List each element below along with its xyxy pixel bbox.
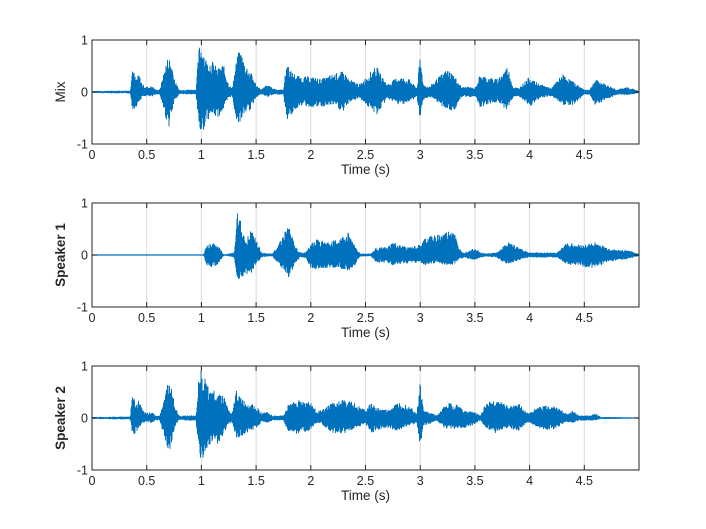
x-tick-label: 3 <box>417 311 424 325</box>
x-tick-label: 2.5 <box>357 148 374 162</box>
x-tick-label: 3.5 <box>466 311 483 325</box>
x-tick-label: 0 <box>89 474 96 488</box>
x-axis-label: Time (s) <box>341 488 390 503</box>
y-tick-label: 0 <box>81 249 88 263</box>
x-tick-label: 2 <box>307 148 314 162</box>
y-tick-label: -1 <box>77 138 88 152</box>
x-tick-label: 4 <box>526 474 533 488</box>
y-axis-label: Speaker 2 <box>53 386 68 450</box>
x-tick-label: 1.5 <box>247 474 264 488</box>
y-tick-label: -1 <box>77 464 88 478</box>
x-tick-label: 1.5 <box>247 148 264 162</box>
x-tick-label: 0 <box>89 148 96 162</box>
y-tick-label: 0 <box>81 86 88 100</box>
x-axis-label: Time (s) <box>341 325 390 340</box>
x-tick-label: 2.5 <box>357 474 374 488</box>
x-tick-label: 1 <box>198 474 205 488</box>
x-tick-label: 1 <box>198 148 205 162</box>
x-tick-label: 1 <box>198 311 205 325</box>
y-axis-label: Mix <box>53 81 68 102</box>
y-tick-label: 0 <box>81 412 88 426</box>
y-tick-label: 1 <box>81 197 88 211</box>
x-tick-label: 4.5 <box>576 311 593 325</box>
x-tick-label: 3.5 <box>466 474 483 488</box>
y-tick-label: 1 <box>81 34 88 48</box>
x-tick-label: 4.5 <box>576 148 593 162</box>
x-tick-label: 2.5 <box>357 311 374 325</box>
x-axis-label: Time (s) <box>341 162 390 177</box>
x-tick-label: 4 <box>526 311 533 325</box>
x-tick-label: 4 <box>526 148 533 162</box>
x-tick-label: 4.5 <box>576 474 593 488</box>
x-tick-label: 2 <box>307 311 314 325</box>
y-axis-label: Speaker 1 <box>53 223 68 287</box>
x-tick-label: 0.5 <box>138 474 155 488</box>
x-tick-label: 3 <box>417 148 424 162</box>
x-tick-label: 1.5 <box>247 311 264 325</box>
y-tick-label: 1 <box>81 360 88 374</box>
x-tick-label: 3.5 <box>466 148 483 162</box>
y-tick-label: -1 <box>77 301 88 315</box>
x-tick-label: 0.5 <box>138 311 155 325</box>
x-tick-label: 2 <box>307 474 314 488</box>
x-tick-label: 0.5 <box>138 148 155 162</box>
x-tick-label: 0 <box>89 311 96 325</box>
x-tick-label: 3 <box>417 474 424 488</box>
